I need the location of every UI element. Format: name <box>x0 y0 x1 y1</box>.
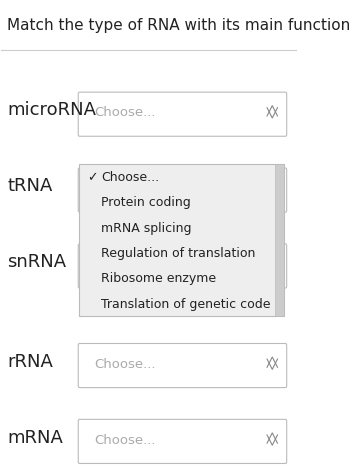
Text: Choose...: Choose... <box>94 433 156 446</box>
Text: mRNA: mRNA <box>7 428 63 446</box>
Text: Translation of genetic code: Translation of genetic code <box>102 297 271 310</box>
Text: Choose...: Choose... <box>94 182 156 195</box>
Text: rRNA: rRNA <box>7 352 53 370</box>
FancyBboxPatch shape <box>79 165 284 316</box>
Text: Choose...: Choose... <box>102 171 160 184</box>
Text: Regulation of translation: Regulation of translation <box>102 247 256 259</box>
FancyBboxPatch shape <box>78 419 287 464</box>
FancyBboxPatch shape <box>78 93 287 137</box>
Text: microRNA: microRNA <box>7 101 96 119</box>
Text: Match the type of RNA with its main function: Match the type of RNA with its main func… <box>7 18 351 33</box>
Text: Protein coding: Protein coding <box>102 196 191 209</box>
FancyBboxPatch shape <box>78 344 287 388</box>
Text: Choose...: Choose... <box>94 258 156 270</box>
Text: Choose...: Choose... <box>94 106 156 119</box>
Text: tRNA: tRNA <box>7 177 53 195</box>
Text: Ribosome enzyme: Ribosome enzyme <box>102 272 217 285</box>
Text: ✓: ✓ <box>87 171 97 184</box>
FancyBboxPatch shape <box>78 169 287 213</box>
Text: Choose...: Choose... <box>94 357 156 370</box>
FancyBboxPatch shape <box>275 165 284 316</box>
Text: snRNA: snRNA <box>7 253 66 271</box>
Text: mRNA splicing: mRNA splicing <box>102 221 192 234</box>
FancyBboxPatch shape <box>78 244 287 288</box>
